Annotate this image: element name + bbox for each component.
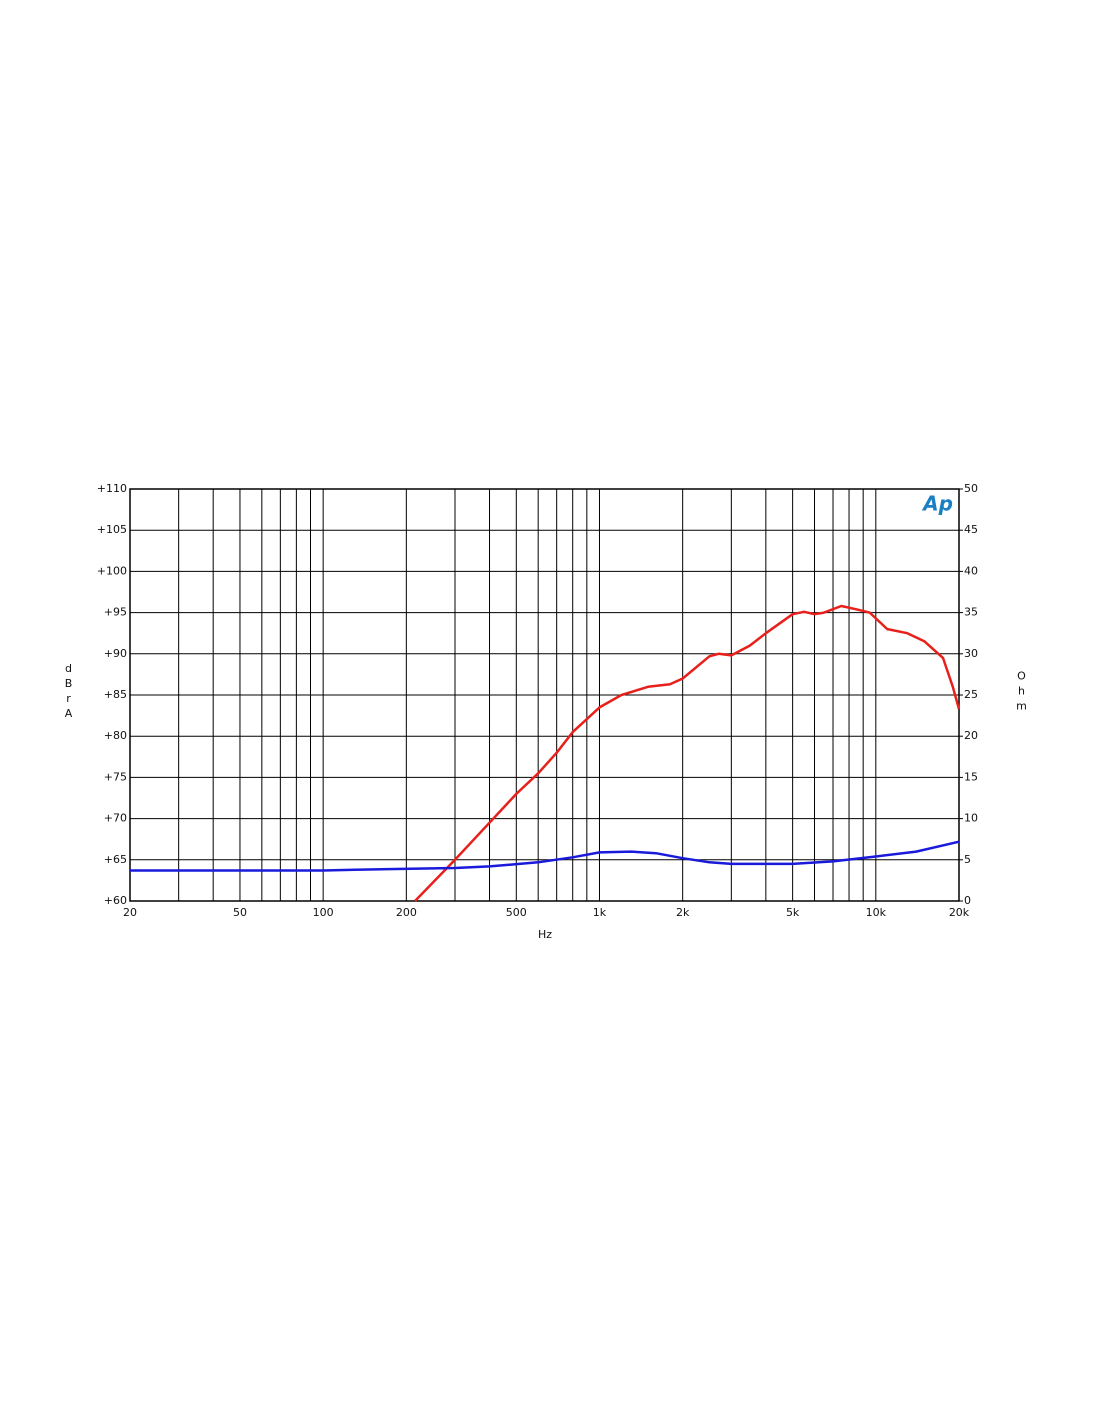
- x-tick-label: 100: [313, 906, 334, 919]
- x-tick-label: 1k: [593, 906, 607, 919]
- y-tick-label: +105: [97, 523, 127, 536]
- y2-tick-label: 0: [964, 894, 971, 907]
- y2-tick-label: 10: [964, 812, 978, 825]
- y2-tick-label: 25: [964, 688, 978, 701]
- y-tick-label: +95: [104, 606, 127, 619]
- x-tick-label: 20k: [949, 906, 970, 919]
- y-tick-label: +110: [97, 482, 127, 495]
- x-tick-label: 5k: [786, 906, 800, 919]
- y-tick-label: +90: [104, 647, 127, 660]
- y-tick-label: +60: [104, 894, 127, 907]
- y-tick-label: +70: [104, 812, 127, 825]
- x-tick-label: 10k: [866, 906, 887, 919]
- y2-tick-label: 15: [964, 770, 978, 783]
- data-line: [130, 840, 960, 872]
- y-axis-label: dBrA: [62, 662, 75, 722]
- x-tick-label: 2k: [676, 906, 690, 919]
- data-line: [414, 604, 961, 902]
- y2-tick-label: 35: [964, 606, 978, 619]
- y-tick-label: +85: [104, 688, 127, 701]
- y2-tick-label: 20: [964, 729, 978, 742]
- y2-tick-label: 40: [964, 564, 978, 577]
- y-tick-label: +65: [104, 853, 127, 866]
- y-tick-label: +75: [104, 770, 127, 783]
- plot-frame: [129, 488, 960, 902]
- y2-tick-label: 5: [964, 853, 971, 866]
- y-tick-label: +100: [97, 564, 127, 577]
- logo: Ap: [921, 492, 953, 516]
- y2-tick-label: 45: [964, 523, 978, 536]
- x-tick-label: 500: [506, 906, 527, 919]
- x-tick-label: 50: [233, 906, 247, 919]
- x-axis-label: Hz: [538, 928, 552, 941]
- y2-tick-label: 50: [964, 482, 978, 495]
- y-tick-label: +80: [104, 729, 127, 742]
- y2-tick-label: 30: [964, 647, 978, 660]
- y2-axis-label: Ohm: [1015, 670, 1028, 715]
- x-tick-label: 20: [123, 906, 137, 919]
- x-tick-label: 200: [396, 906, 417, 919]
